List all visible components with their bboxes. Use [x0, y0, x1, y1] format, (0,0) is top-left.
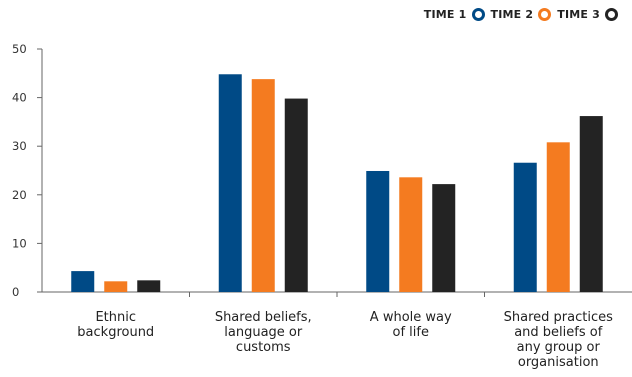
legend-label-time-3: TIME 3: [557, 8, 600, 21]
x-category-label: Shared practices and beliefs of any group …: [504, 310, 613, 370]
legend-swatch-time-2: [538, 8, 552, 21]
y-tick-label: 20: [12, 188, 27, 202]
y-tick-label: 40: [12, 91, 27, 105]
legend-swatch-time-1: [471, 8, 485, 21]
bar-time-3: [137, 280, 161, 292]
legend-item-time-3: TIME 3: [557, 8, 618, 21]
legend-swatch-time-3: [605, 8, 618, 21]
bar-time-2: [399, 177, 423, 292]
legend-item-time-2: TIME 2: [491, 8, 552, 21]
bar-time-1: [513, 162, 537, 292]
legend: TIME 1 TIME 2 TIME 3: [418, 8, 618, 21]
legend-item-time-1: TIME 1: [424, 8, 485, 21]
y-tick-label: 30: [12, 139, 27, 153]
y-tick-label: 50: [12, 42, 27, 56]
y-tick-label: 10: [12, 236, 27, 250]
x-category-label: Shared beliefs, language or customs: [215, 310, 312, 355]
x-category-label: Ethnic background: [77, 310, 154, 340]
bar-time-1: [218, 74, 242, 292]
bar-time-2: [104, 281, 128, 292]
bar-time-2: [251, 79, 275, 292]
bar-time-3: [579, 116, 603, 293]
bar-time-2: [546, 142, 570, 292]
bar-time-1: [366, 170, 390, 292]
bar-time-3: [432, 184, 456, 292]
bar-time-3: [284, 98, 308, 293]
y-tick-label: 0: [12, 285, 19, 299]
x-category-label: A whole way of life: [370, 310, 452, 340]
legend-label-time-1: TIME 1: [423, 8, 467, 21]
bar-time-1: [71, 271, 95, 292]
legend-label-time-2: TIME 2: [490, 8, 534, 21]
